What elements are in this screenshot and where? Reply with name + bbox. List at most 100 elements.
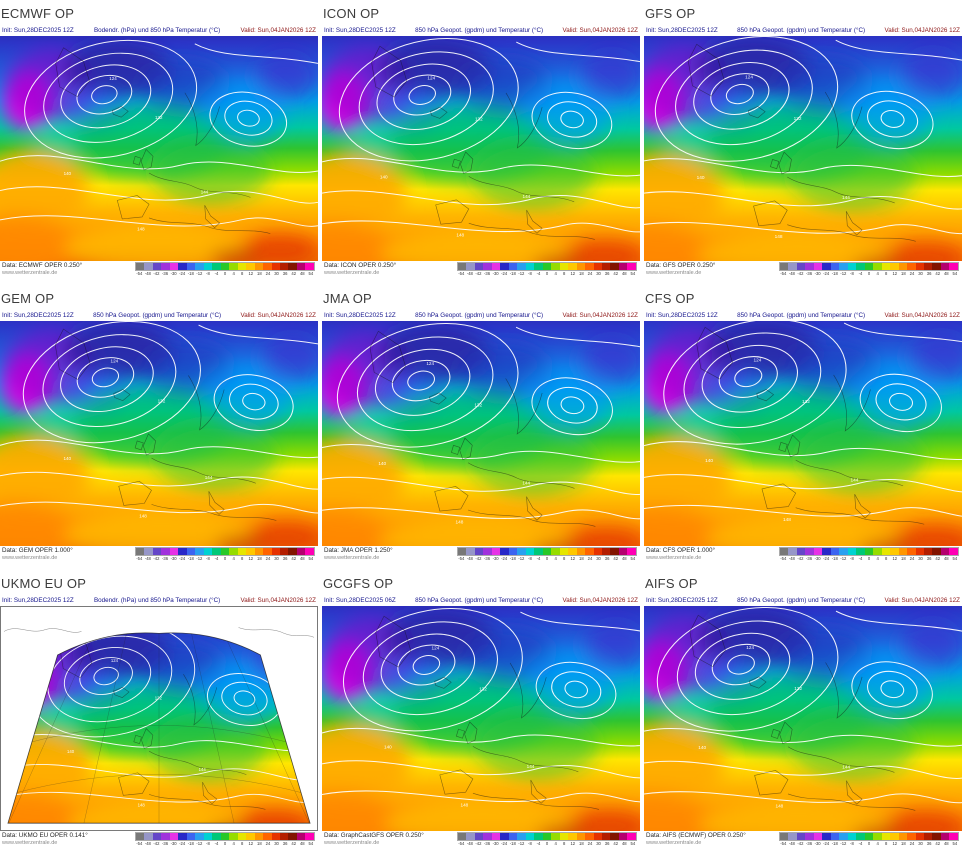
legend-tick-labels: -54 -48 -42 -36 -30 -24 -18 -12 -8 -4 0 4 8 12 18 24 30 3…	[457, 556, 637, 562]
weather-map-image[interactable]: Init: Sun,28DEC2025 12Z 850 hPa Geopot. …	[322, 25, 640, 282]
legend-color-cell	[542, 833, 552, 840]
legend-color-cell	[915, 263, 924, 270]
map-field	[644, 321, 962, 546]
legend-tick: -4	[214, 271, 219, 276]
map-field	[0, 606, 318, 831]
legend-tick: 42	[935, 271, 941, 276]
legend-tick: -42	[475, 841, 482, 846]
legend-color-cell	[229, 263, 238, 270]
legend-color-cell	[940, 833, 950, 840]
legend-colorbar	[135, 547, 315, 556]
map-product-label: 850 hPa Geopot. (gpdm) und Temperatur (°…	[415, 312, 544, 319]
legend-tick: 54	[952, 271, 958, 276]
weather-map-image[interactable]: Init: Sun,28DEC2025 12Z 850 hPa Geopot. …	[322, 310, 640, 567]
legend-color-cell	[932, 833, 941, 840]
legend-tick: -4	[536, 841, 541, 846]
legend-color-cell	[813, 263, 823, 270]
legend-color-cell	[203, 833, 213, 840]
weather-map-image[interactable]: Init: Sun,28DEC2025 12Z 850 hPa Geopot. …	[644, 310, 962, 567]
legend-color-cell	[288, 263, 297, 270]
map-source-block: Data: CFS OPER 1.000° www.wetterzentrale…	[646, 547, 715, 567]
legend-color-cell	[178, 548, 187, 555]
legend-tick: -18	[509, 271, 516, 276]
map-valid-label: Valid: Sun,04JAN2026 12Z	[562, 597, 638, 604]
map-valid-label: Valid: Sun,04JAN2026 12Z	[884, 597, 960, 604]
legend-tick: 18	[901, 841, 906, 846]
legend-tick: -42	[153, 841, 160, 846]
legend-tick: -42	[797, 841, 804, 846]
legend-tick: 42	[291, 556, 297, 561]
map-header: Init: Sun,28DEC2025 12Z 850 hPa Geopot. …	[322, 25, 640, 36]
legend-color-cell	[585, 833, 594, 840]
legend-tick: -24	[823, 556, 830, 561]
legend-color-cell	[246, 833, 255, 840]
legend-tick: 42	[613, 841, 619, 846]
legend-tick: 12	[248, 271, 254, 276]
legend-color-cell	[576, 833, 586, 840]
map-valid-label: Valid: Sun,04JAN2026 12Z	[240, 27, 316, 34]
legend-color-cell	[525, 263, 535, 270]
legend-tick: -12	[840, 841, 847, 846]
legend-tick: -54	[136, 271, 143, 276]
legend-color-cell	[940, 548, 950, 555]
legend-tick: -4	[858, 841, 863, 846]
legend-color-cell	[491, 263, 501, 270]
map-footer: Data: UKMO EU OPER 0.141° www.wetterzent…	[0, 831, 318, 852]
legend-tick: -36	[483, 271, 491, 276]
legend-tick: -4	[536, 271, 541, 276]
legend-tick: -8	[206, 841, 210, 846]
legend-color-cell	[593, 548, 602, 555]
map-field	[322, 321, 640, 546]
legend-color-cell	[881, 263, 891, 270]
legend-tick: 48	[299, 556, 305, 561]
legend-color-cell	[203, 548, 213, 555]
legend-tick: 24	[909, 271, 915, 276]
legend-tick: -12	[840, 271, 847, 276]
map-valid-label: Valid: Sun,04JAN2026 12Z	[240, 312, 316, 319]
legend-color-cell	[152, 263, 162, 270]
legend-tick: -24	[501, 556, 508, 561]
legend-color-cell	[627, 833, 636, 840]
weather-map-image[interactable]: Init: Sun,28DEC2025 12Z Bodendr. (hPa) u…	[0, 25, 318, 282]
map-source-block: Data: GEM OPER 1.000° www.wetterzentrale…	[2, 547, 73, 567]
legend-color-cell	[517, 833, 526, 840]
legend-tick: 42	[291, 841, 297, 846]
weather-map-image[interactable]: Init: Sun,28DEC2025 12Z 850 hPa Geopot. …	[644, 25, 962, 282]
legend-tick: -24	[823, 841, 830, 846]
weather-map-image[interactable]: Init: Sun,28DEC2025 06Z 850 hPa Geopot. …	[322, 595, 640, 852]
legend-color-cell	[263, 263, 272, 270]
weather-map-image[interactable]: Init: Sun,28DEC2025 12Z 850 hPa Geopot. …	[0, 310, 318, 567]
legend-color-cell	[169, 263, 179, 270]
legend-tick: 54	[952, 841, 958, 846]
map-valid-label: Valid: Sun,04JAN2026 12Z	[562, 27, 638, 34]
legend-color-cell	[152, 548, 162, 555]
legend-color-cell	[517, 263, 526, 270]
model-title: GEM OP	[1, 291, 55, 306]
legend-color-cell	[847, 263, 857, 270]
legend-tick: 4	[554, 271, 557, 276]
weather-map-image[interactable]: Init: Sun,28DEC2025 12Z 850 hPa Geopot. …	[644, 595, 962, 852]
legend-tick: 18	[257, 271, 262, 276]
legend-color-cell	[152, 833, 162, 840]
map-artwork	[0, 606, 318, 831]
weather-map-image[interactable]: Init: Sun,28DEC2025 12Z Bodendr. (hPa) u…	[0, 595, 318, 852]
site-credit: www.wetterzentrale.de	[324, 555, 380, 561]
legend-tick-labels: -54 -48 -42 -36 -30 -24 -18 -12 -8 -4 0 4 8 12 18 24 30 3…	[135, 841, 315, 847]
legend-tick: -30	[814, 271, 821, 276]
map-source-block: Data: GFS OPER 0.250° www.wetterzentrale…	[646, 262, 715, 282]
legend-tick: 36	[604, 271, 610, 276]
legend-color-cell	[898, 548, 908, 555]
legend-color-cell	[483, 548, 492, 555]
legend-tick: 30	[274, 556, 279, 561]
legend-color-cell	[839, 833, 848, 840]
legend-color-cell	[246, 548, 255, 555]
legend-color-cell	[254, 263, 264, 270]
legend-color-cell	[517, 548, 526, 555]
legend-tick: -12	[518, 556, 525, 561]
legend-tick: -18	[187, 271, 194, 276]
map-init-label: Init: Sun,28DEC2025 12Z	[2, 27, 74, 34]
legend-tick: -36	[161, 271, 169, 276]
legend-color-cell	[898, 263, 908, 270]
legend-tick: 12	[248, 556, 254, 561]
legend-color-cell	[263, 548, 272, 555]
